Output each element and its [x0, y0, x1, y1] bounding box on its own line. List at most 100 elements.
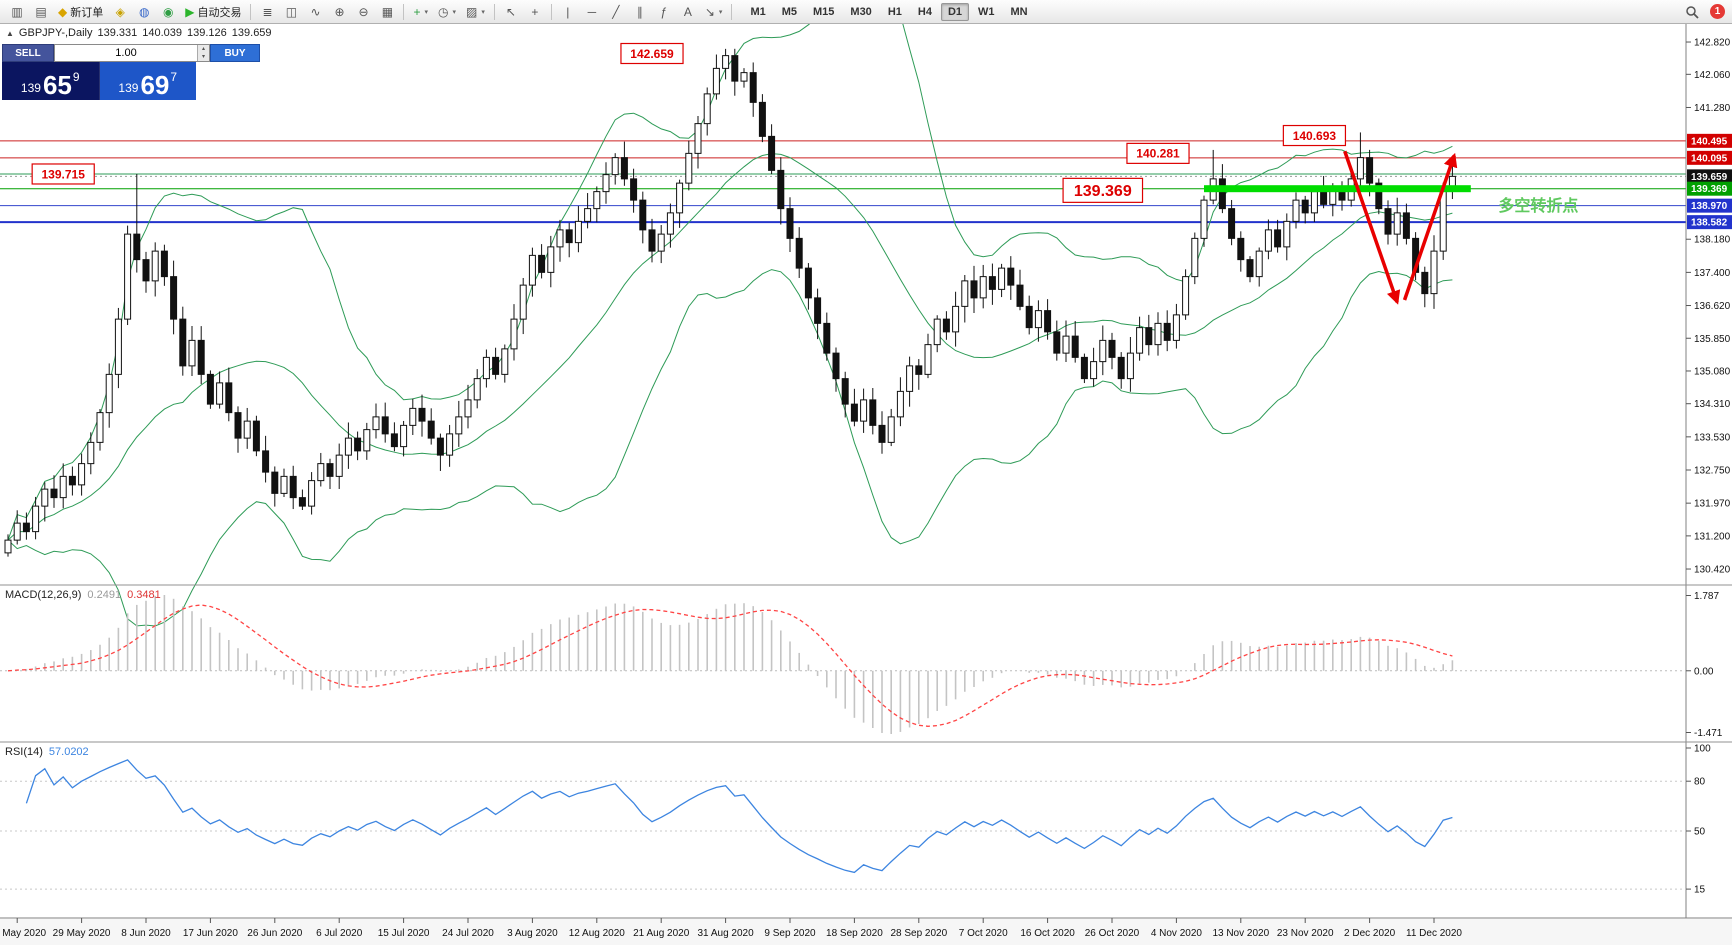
rsi-header: RSI(14) 57.0202	[5, 746, 89, 758]
timeframe-mn[interactable]: MN	[1010, 5, 1028, 18]
text-icon[interactable]: A	[677, 2, 699, 22]
toolbar-separator	[550, 3, 552, 20]
sell-price-prefix: 139	[20, 81, 41, 95]
indicators-icon[interactable]: + ▾	[409, 2, 432, 22]
arrows-icon[interactable]: ↘ ▾	[701, 2, 727, 22]
zoom-out-icon[interactable]: ⊖	[352, 2, 374, 22]
one-click-trading-panel: SELL ▴ ▾ BUY 139 65 9 139 69 7	[2, 44, 260, 100]
templates-icon[interactable]: ▨ ▾	[462, 2, 489, 22]
sell-price-pip: 9	[72, 70, 80, 84]
volume-decrease-button[interactable]: ▾	[201, 54, 205, 60]
macd-label: MACD(12,26,9)	[5, 589, 82, 601]
sell-button[interactable]: SELL	[2, 44, 54, 62]
price-callouts[interactable]: 142.659 139.715 140.281 140.693 139.369	[31, 42, 1347, 203]
market-watch-icon[interactable]: ◈	[109, 2, 131, 22]
indicators-icon-caret[interactable]: ▾	[424, 8, 428, 16]
data-window-icon[interactable]: ◍	[133, 2, 155, 22]
new-order-window-icon-glyph: ▥	[11, 4, 23, 19]
bar-chart-icon[interactable]: ≣	[256, 2, 278, 22]
svg-text:4 Nov 2020: 4 Nov 2020	[1151, 928, 1203, 939]
volume-increase-button[interactable]: ▴	[201, 46, 205, 52]
timeframe-h1[interactable]: H1	[887, 5, 902, 18]
timeframe-m15[interactable]: M15	[813, 5, 835, 18]
callout-139.369[interactable]	[1062, 177, 1144, 203]
toolbar-left-group: ▥ ▤ ◆ 新订单 ◈ ◍ ◉ ▶ 自动交易 ≣ ◫ ∿ ⊕ ⊖ ▦ + ▾ ◷ ▾ ▨ ▾ ↖ + | ─ ╱ ∥ ƒ A ↘ ▾	[5, 2, 736, 22]
svg-text:31 Aug 2020: 31 Aug 2020	[698, 928, 755, 939]
svg-text:13 Nov 2020: 13 Nov 2020	[1212, 928, 1269, 939]
toolbar-separator	[403, 3, 405, 20]
timeframe-h4[interactable]: H4	[917, 5, 932, 18]
svg-text:141.280: 141.280	[1694, 103, 1731, 114]
horizontal-line-icon[interactable]: ─	[581, 2, 603, 22]
svg-text:11 Dec 2020: 11 Dec 2020	[1406, 928, 1462, 939]
callout-140.281[interactable]	[1126, 142, 1190, 164]
macd-header: MACD(12,26,9) 0.2491 0.3481	[5, 589, 161, 601]
callout-140.693[interactable]	[1282, 124, 1347, 147]
zoom-out-icon-glyph: ⊖	[358, 4, 369, 19]
channel-icon[interactable]: ∥	[629, 2, 651, 22]
price-tag-139.659	[1687, 169, 1732, 184]
date-axis[interactable]: 20 May 2020 29 May 2020 8 Jun 2020 17 Jun 2…	[0, 917, 1732, 945]
zoom-in-icon-glyph: ⊕	[334, 4, 345, 19]
toolbar-right-group: 1	[1680, 2, 1725, 22]
crosshair-icon[interactable]: +	[524, 2, 546, 22]
svg-text:130.420: 130.420	[1694, 565, 1731, 576]
svg-text:140.281: 140.281	[1136, 147, 1180, 161]
line-chart-icon[interactable]: ∿	[304, 2, 326, 22]
rsi-panel: 100 80 50 15	[0, 741, 1732, 896]
trendline-icon[interactable]: ╱	[605, 2, 627, 22]
buy-price[interactable]: 139 69 7	[99, 62, 196, 100]
svg-text:131.200: 131.200	[1694, 531, 1731, 542]
callout-139.715[interactable]	[31, 163, 95, 185]
tile-windows-icon[interactable]: ▦	[376, 2, 398, 22]
cursor-icon[interactable]: ↖	[500, 2, 522, 22]
vertical-line-icon[interactable]: |	[557, 2, 579, 22]
timeframe-m5[interactable]: M5	[781, 5, 797, 18]
zoom-in-icon[interactable]: ⊕	[328, 2, 350, 22]
svg-text:28 Sep 2020: 28 Sep 2020	[890, 928, 947, 939]
templates-icon-glyph: ▨	[466, 4, 478, 19]
trade-controls-row: SELL ▴ ▾ BUY	[2, 44, 260, 62]
new-order-window-icon[interactable]: ▥	[6, 2, 28, 22]
ohlc-open: 139.331	[97, 27, 138, 39]
timeframe-m30[interactable]: M30	[850, 5, 872, 18]
indicators-icon-glyph: +	[413, 4, 421, 19]
timeframe-m1[interactable]: M1	[750, 5, 766, 18]
buy-button[interactable]: BUY	[210, 44, 260, 62]
ohlc-high: 140.039	[142, 27, 183, 39]
arrows-icon-caret[interactable]: ▾	[718, 8, 723, 16]
svg-text:23 Nov 2020: 23 Nov 2020	[1277, 928, 1334, 939]
autotrading-button[interactable]: ▶ 自动交易	[181, 2, 245, 22]
support-zone-bar[interactable]	[1204, 185, 1471, 193]
collapse-panel-arrow[interactable]: ▲	[6, 28, 14, 38]
volume-input[interactable]	[55, 45, 197, 61]
toolbar-separator	[731, 3, 733, 20]
volume-field[interactable]: ▴ ▾	[54, 44, 210, 62]
price-axis[interactable]: 142.820 142.060 141.280 138.180 137.400 136.6…	[1685, 24, 1732, 918]
notification-badge[interactable]: 1	[1710, 4, 1725, 19]
callout-142.659[interactable]	[620, 42, 684, 65]
cursor-icon-glyph: ↖	[505, 4, 516, 19]
svg-text:26 Jun 2020: 26 Jun 2020	[247, 928, 302, 939]
timeframe-d1[interactable]: D1	[940, 2, 969, 21]
chart-window-icon[interactable]: ▤	[30, 2, 52, 22]
svg-text:132.750: 132.750	[1694, 466, 1731, 477]
fibonacci-icon[interactable]: ƒ	[653, 2, 675, 22]
sell-price[interactable]: 139 65 9	[2, 62, 100, 100]
trend-arrows[interactable]	[1343, 150, 1458, 305]
ohlc-low: 139.126	[187, 27, 227, 39]
periods-icon[interactable]: ◷ ▾	[434, 2, 460, 22]
new-order-button[interactable]: ◆ 新订单	[54, 2, 107, 22]
svg-text:21 Aug 2020: 21 Aug 2020	[633, 928, 690, 939]
svg-text:135.080: 135.080	[1694, 366, 1731, 377]
candlestick-chart-icon[interactable]: ◫	[280, 2, 302, 22]
rsi-label: RSI(14)	[5, 746, 43, 758]
rsi-value: 57.0202	[48, 746, 89, 758]
search-icon[interactable]	[1681, 2, 1703, 22]
navigator-icon[interactable]: ◉	[157, 2, 179, 22]
price-tag-138.582	[1687, 215, 1732, 230]
periods-icon-caret[interactable]: ▾	[452, 8, 456, 16]
timeframe-w1[interactable]: W1	[978, 5, 995, 18]
templates-icon-caret[interactable]: ▾	[481, 8, 485, 16]
